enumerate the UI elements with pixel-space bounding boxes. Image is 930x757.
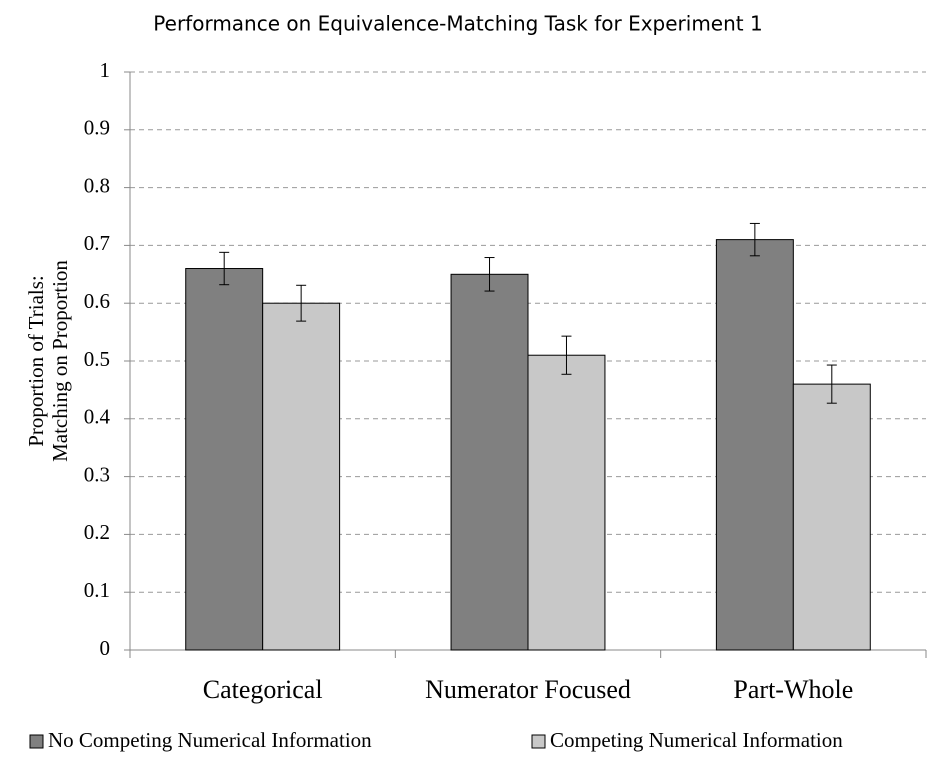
bar	[262, 302, 341, 651]
y-tick-label: 0.3	[84, 462, 110, 486]
legend-swatch	[29, 734, 44, 749]
y-tick-label: 0.4	[84, 405, 111, 429]
y-axis-label: Proportion of Trials:	[24, 275, 48, 447]
y-tick-label: 0.9	[84, 116, 110, 140]
y-tick-label: 0.7	[84, 231, 110, 255]
x-tick-label: Categorical	[203, 675, 323, 704]
y-tick-label: 1	[100, 58, 111, 82]
legend-swatch	[531, 734, 546, 749]
bar	[185, 268, 264, 651]
y-tick-label: 0.1	[84, 578, 110, 602]
x-tick-label: Numerator Focused	[425, 675, 631, 704]
bar	[792, 383, 871, 651]
y-tick-label: 0.2	[84, 520, 110, 544]
y-axis-label: Matching on Proportion	[48, 260, 72, 462]
y-tick-label: 0.6	[84, 289, 110, 313]
legend-label: No Competing Numerical Information	[48, 728, 372, 752]
y-tick-label: 0.8	[84, 173, 110, 197]
y-tick-label: 0	[100, 636, 111, 660]
chart-title: Performance on Equivalence-Matching Task…	[153, 12, 762, 36]
bar	[450, 273, 529, 651]
bar	[715, 239, 794, 651]
bar	[527, 354, 606, 651]
legend-label: Competing Numerical Information	[550, 728, 843, 752]
y-tick-label: 0.5	[84, 347, 110, 371]
x-tick-label: Part-Whole	[733, 675, 853, 704]
